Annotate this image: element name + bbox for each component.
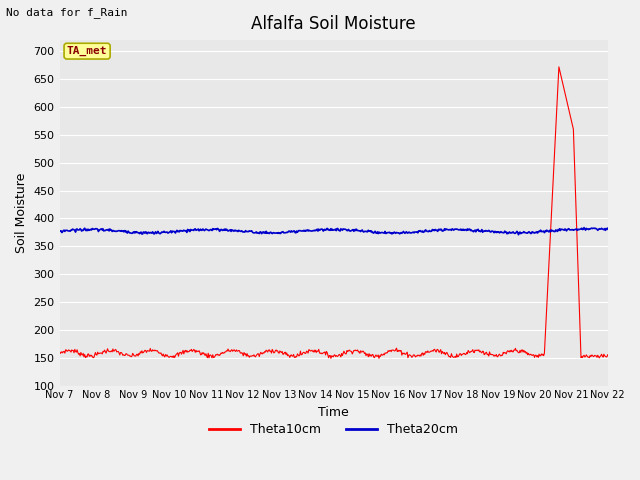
Title: Alfalfa Soil Moisture: Alfalfa Soil Moisture [252,15,416,33]
Text: TA_met: TA_met [67,46,108,56]
Y-axis label: Soil Moisture: Soil Moisture [15,173,28,253]
Text: No data for f_Rain: No data for f_Rain [6,7,128,18]
Legend: Theta10cm, Theta20cm: Theta10cm, Theta20cm [204,419,463,442]
X-axis label: Time: Time [318,406,349,419]
